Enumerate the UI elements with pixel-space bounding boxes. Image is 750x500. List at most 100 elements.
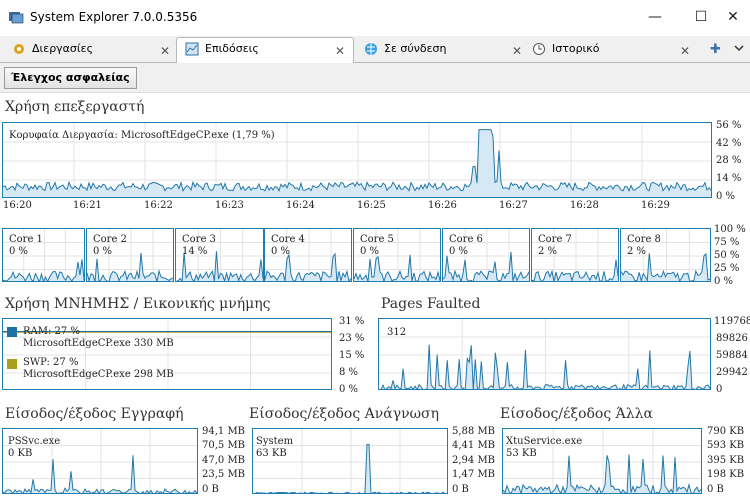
core-y-tick: 100 % (714, 224, 746, 235)
y-tick: 31 % (339, 316, 365, 327)
trace-line (253, 443, 447, 493)
core-graph-5: Core 5 0 % (353, 228, 441, 282)
core-graph-8: Core 8 2 % (620, 228, 711, 282)
swp-process: MicrosoftEdgeCP.exe 298 MB (23, 369, 174, 380)
y-tick: 14 % (716, 173, 742, 184)
trace-line (443, 251, 529, 281)
y-tick: 59884 (716, 350, 748, 361)
x-tick: 16:22 (144, 200, 173, 211)
core-y-tick: 75 % (714, 237, 740, 248)
io-read-chart (253, 429, 447, 493)
y-tick: 119768 (714, 316, 750, 327)
core-name: Core 3 (182, 234, 216, 245)
swp-color-swatch (7, 359, 17, 369)
trace-line (379, 344, 710, 389)
tab-menu-chevron-down-icon[interactable] (732, 38, 746, 58)
y-tick: 790 KB (707, 426, 745, 437)
cpu-usage-chart (3, 123, 711, 197)
y-tick: 5,88 MB (452, 426, 496, 437)
core-value: 0 % (449, 246, 469, 257)
trace-line (503, 454, 701, 493)
trace-line (621, 252, 710, 281)
ram-process: MicrosoftEdgeCP.exe 330 MB (23, 338, 174, 349)
io-other-heading: Είσοδος/έξοδος Άλλα (500, 406, 653, 422)
y-tick: 198 KB (707, 469, 745, 480)
core-name: Core 7 (538, 234, 572, 245)
x-tick: 16:20 (3, 200, 32, 211)
tab-label: Σε σύνδεση (384, 42, 447, 55)
io-write-heading: Είσοδος/έξοδος Εγγραφή (5, 406, 184, 422)
tab-history[interactable]: Ιστορικό ✕ (524, 38, 700, 63)
core-chart (443, 229, 529, 281)
y-tick: 0 % (339, 384, 359, 395)
pages-faulted-heading: Pages Faulted (381, 296, 481, 312)
maximize-button[interactable]: ☐ (694, 9, 708, 25)
swp-label: SWP: 27 % (23, 357, 79, 368)
y-tick: 29942 (716, 367, 748, 378)
tab-performance[interactable]: Επιδόσεις ✕ (176, 37, 354, 64)
core-y-tick: 50 % (714, 250, 740, 261)
close-tab-button[interactable]: ✕ (512, 44, 523, 58)
x-tick: 16:28 (570, 200, 599, 211)
y-tick: 1,47 MB (452, 469, 496, 480)
title-bar: System Explorer 7.0.0.5356 — ☐ ✕ (0, 0, 750, 36)
x-tick: 16:25 (357, 200, 386, 211)
y-tick: 28 % (716, 155, 742, 166)
core-name: Core 4 (271, 234, 305, 245)
y-tick: 0 % (716, 191, 736, 202)
close-button[interactable]: ✕ (727, 9, 739, 25)
core-graph-4: Core 4 0 % (264, 228, 352, 282)
io-write-process: PSSvc.exe (8, 436, 61, 447)
close-tab-button[interactable]: ✕ (335, 44, 346, 58)
minimize-button[interactable]: — (648, 9, 662, 25)
y-tick: 0 B (452, 484, 469, 495)
core-chart (532, 229, 618, 281)
y-tick: 2,94 MB (452, 455, 496, 466)
io-write-chart (3, 429, 197, 493)
tab-bar: Διεργασίες ✕ Επιδόσεις ✕ Σε σύνδεση ✕ Ισ… (0, 36, 750, 64)
trace-area (3, 259, 84, 281)
y-tick: 47,0 MB (202, 455, 246, 466)
core-chart (87, 229, 173, 281)
x-tick: 16:23 (215, 200, 244, 211)
trace-line (3, 455, 197, 493)
core-chart (354, 229, 440, 281)
core-graph-1: Core 1 0 % (2, 228, 85, 282)
tab-online[interactable]: Σε σύνδεση ✕ (356, 38, 532, 63)
tab-processes[interactable]: Διεργασίες ✕ (4, 38, 180, 63)
close-tab-button[interactable]: ✕ (160, 44, 171, 58)
pages-faulted-value: 312 (387, 327, 407, 338)
trace-line (354, 254, 440, 281)
cpu-graph: Κορυφαία Διεργασία: MicrosoftEdgeCP.exe … (2, 122, 712, 198)
core-value: 2 % (538, 246, 558, 257)
trace-line (3, 129, 711, 193)
memory-graph: RAM: 27 % MicrosoftEdgeCP.exe 330 MB SWP… (2, 318, 332, 390)
ram-color-swatch (7, 327, 17, 337)
memory-chart (3, 319, 331, 389)
close-tab-button[interactable]: ✕ (680, 44, 691, 58)
window-title: System Explorer 7.0.0.5356 (30, 10, 198, 24)
trace-line (87, 252, 173, 281)
globe-icon (365, 43, 377, 55)
tab-label: Διεργασίες (32, 42, 94, 55)
core-chart (621, 229, 710, 281)
y-tick: 89826 (716, 333, 748, 344)
new-tab-icon[interactable]: ✚ (710, 42, 721, 57)
y-tick: 0 B (202, 484, 219, 495)
trace-line (532, 259, 618, 281)
tab-label: Ιστορικό (552, 42, 600, 55)
y-tick: 8 % (339, 367, 359, 378)
core-y-tick: 25 % (714, 263, 740, 274)
trace-line (3, 259, 84, 281)
security-check-button[interactable]: Έλεγχος ασφαλείας (4, 67, 137, 89)
memory-heading: Χρήση ΜΝΗΜΗΣ / Εικονικής μνήμης (5, 296, 271, 312)
toolbar: Έλεγχος ασφαλείας (0, 63, 750, 93)
y-tick: 0 B (707, 484, 724, 495)
trace-line (265, 252, 351, 281)
core-graph-7: Core 7 2 % (531, 228, 619, 282)
top-process-label: Κορυφαία Διεργασία: MicrosoftEdgeCP.exe … (9, 130, 275, 141)
clock-icon (533, 43, 545, 55)
core-chart (3, 229, 84, 281)
y-tick: 15 % (339, 350, 365, 361)
trace-area (87, 252, 173, 281)
